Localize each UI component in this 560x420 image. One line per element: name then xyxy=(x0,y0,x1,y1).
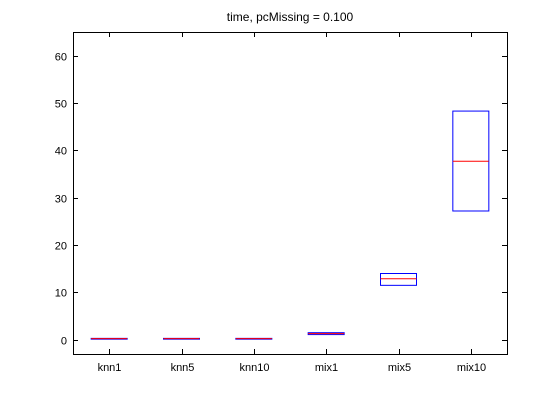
y-tick-label: 0 xyxy=(61,336,67,348)
x-tick-label: knn10 xyxy=(240,362,270,374)
x-axis: knn1 knn5 knn10 mix1 mix5 mix10 xyxy=(98,32,486,374)
x-tick-label: knn1 xyxy=(98,362,122,374)
plot-area-frame xyxy=(73,32,508,355)
box-knn1 xyxy=(90,337,128,340)
x-tick-label: mix10 xyxy=(457,362,486,374)
y-tick-label: 50 xyxy=(55,99,67,111)
y-tick-label: 30 xyxy=(55,194,67,206)
x-tick-label: mix1 xyxy=(315,362,338,374)
y-tick-label: 60 xyxy=(55,52,67,64)
x-tick-label: knn5 xyxy=(171,362,195,374)
box-knn10 xyxy=(235,337,273,340)
boxes-group xyxy=(90,110,490,340)
y-tick-label: 40 xyxy=(55,146,67,158)
box-mix10 xyxy=(452,110,490,212)
box-mix5 xyxy=(380,273,417,286)
box-mix1 xyxy=(307,332,345,336)
y-axis: 0 10 20 30 40 50 60 xyxy=(55,52,507,348)
box-iqr xyxy=(380,273,417,286)
y-tick-label: 10 xyxy=(55,288,67,300)
chart-title: time, pcMissing = 0.100 xyxy=(227,10,354,24)
y-tick-label: 20 xyxy=(55,241,67,253)
box-knn5 xyxy=(163,337,200,340)
x-tick-label: mix5 xyxy=(388,362,411,374)
